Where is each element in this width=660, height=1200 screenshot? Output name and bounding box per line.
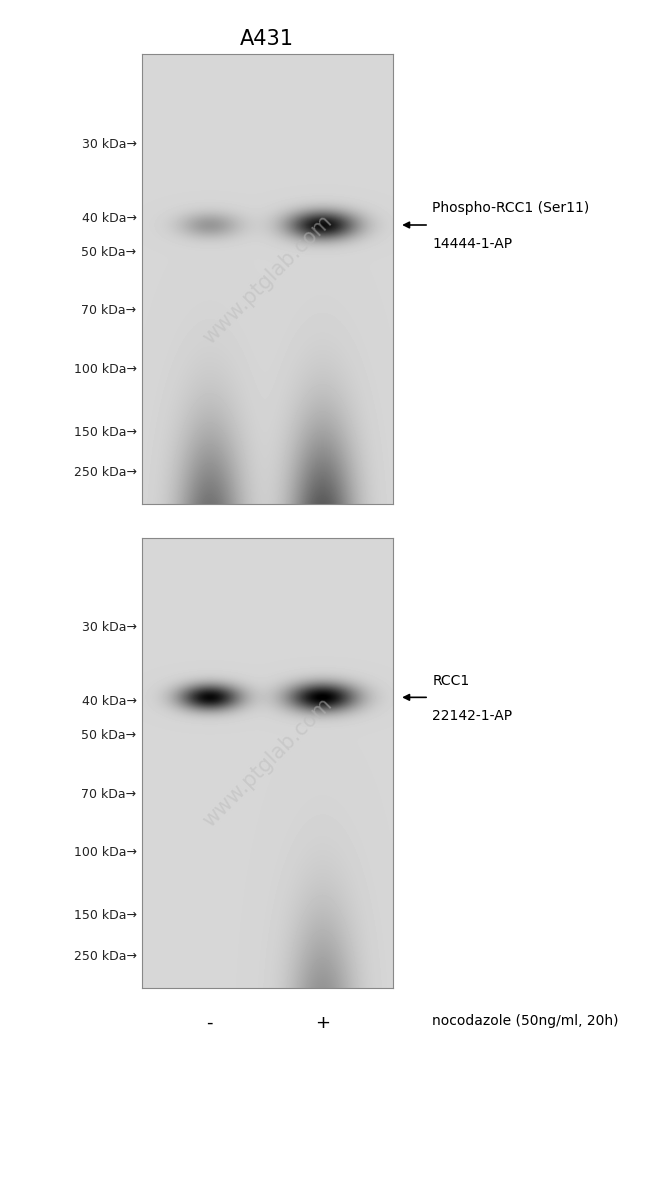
Text: A431: A431 (240, 29, 294, 49)
Text: 100 kDa→: 100 kDa→ (74, 362, 137, 376)
Text: 70 kDa→: 70 kDa→ (81, 304, 137, 317)
Text: 22142-1-AP: 22142-1-AP (432, 709, 512, 724)
Text: 50 kDa→: 50 kDa→ (81, 246, 137, 258)
Text: 150 kDa→: 150 kDa→ (74, 426, 137, 438)
Text: 30 kDa→: 30 kDa→ (82, 138, 137, 150)
Text: www.ptglab.com: www.ptglab.com (199, 210, 336, 348)
Text: -: - (207, 1014, 213, 1032)
Text: 150 kDa→: 150 kDa→ (74, 910, 137, 922)
Text: 70 kDa→: 70 kDa→ (81, 787, 137, 800)
Text: 14444-1-AP: 14444-1-AP (432, 236, 512, 251)
Text: 40 kDa→: 40 kDa→ (82, 695, 137, 708)
Text: RCC1: RCC1 (432, 673, 469, 688)
Text: 30 kDa→: 30 kDa→ (82, 622, 137, 634)
Text: 50 kDa→: 50 kDa→ (81, 730, 137, 742)
Text: 250 kDa→: 250 kDa→ (74, 949, 137, 962)
Text: Phospho-RCC1 (Ser11): Phospho-RCC1 (Ser11) (432, 202, 589, 215)
Text: 100 kDa→: 100 kDa→ (74, 846, 137, 859)
Text: www.ptglab.com: www.ptglab.com (199, 694, 336, 832)
Text: +: + (315, 1014, 330, 1032)
Text: 40 kDa→: 40 kDa→ (82, 211, 137, 224)
Text: 250 kDa→: 250 kDa→ (74, 466, 137, 479)
Text: nocodazole (50ng/ml, 20h): nocodazole (50ng/ml, 20h) (432, 1014, 619, 1028)
